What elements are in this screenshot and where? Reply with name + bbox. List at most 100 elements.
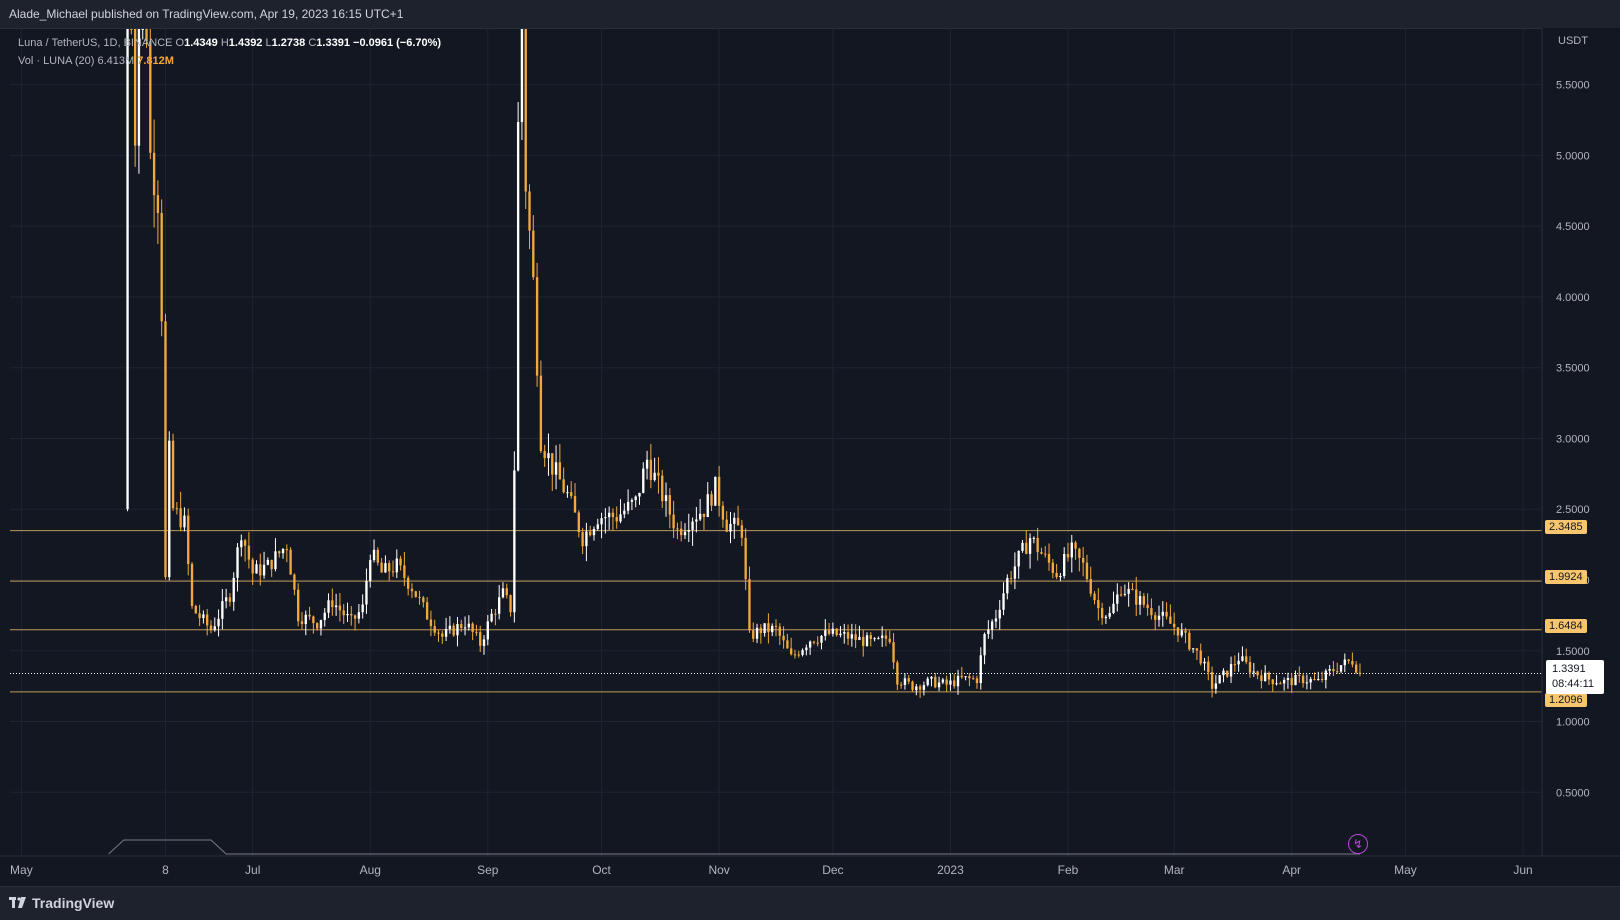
candle-body <box>581 532 584 547</box>
candle-body <box>240 540 243 548</box>
candle-body <box>1210 672 1214 689</box>
candle-body <box>589 531 592 536</box>
candle-body <box>968 676 971 679</box>
candle-body <box>873 638 876 640</box>
candle-body <box>175 508 179 510</box>
candle-body <box>698 513 702 520</box>
candle-body <box>1085 562 1089 580</box>
candle-body <box>744 537 747 580</box>
candle-body <box>987 629 990 635</box>
candle-body <box>1028 538 1032 554</box>
candle-body <box>198 613 201 619</box>
candle-body <box>1021 542 1024 551</box>
candle-body <box>376 549 380 563</box>
candle-body <box>630 500 634 502</box>
candle-body <box>535 277 539 376</box>
candle-body <box>224 597 228 602</box>
candle-body <box>315 623 319 629</box>
candle-body <box>1347 659 1350 662</box>
candle-body <box>975 678 979 684</box>
candle-body <box>854 634 857 641</box>
brand[interactable]: TradingView <box>9 895 114 911</box>
candle-body <box>972 678 975 680</box>
candle-body <box>444 628 448 637</box>
candle-body <box>247 545 251 560</box>
candle-body <box>149 41 152 153</box>
candle-body <box>1328 668 1331 671</box>
x-tick-label: Jul <box>245 863 260 877</box>
candle-body <box>232 577 235 602</box>
candle-body <box>406 577 410 589</box>
candle-body <box>414 591 417 597</box>
candle-body <box>422 597 425 603</box>
y-tick-label: 4.5000 <box>1556 221 1590 233</box>
candle-body <box>733 517 736 524</box>
candle-body <box>623 510 626 515</box>
high-value: 1.4392 <box>228 37 263 49</box>
candle-body <box>551 453 554 475</box>
candle-body <box>797 654 800 656</box>
candle-body <box>877 637 880 639</box>
candle-body <box>513 470 516 613</box>
candle-body <box>941 679 945 683</box>
x-tick-label: Jun <box>1513 863 1532 877</box>
candle-body <box>179 508 182 528</box>
candle-body <box>516 122 520 471</box>
candle-body <box>1176 627 1180 636</box>
volume-label: Vol · LUNA (20) <box>18 55 95 67</box>
candle-body <box>687 530 690 532</box>
candle-body <box>653 472 656 480</box>
candle-body <box>403 565 406 578</box>
footer-bar: TradingView <box>0 886 1620 920</box>
lightning-icon[interactable]: ↯ <box>1348 834 1368 854</box>
candle-body <box>721 505 725 520</box>
candle-body <box>748 579 751 631</box>
candle-body <box>1081 557 1085 563</box>
candle-body <box>1358 672 1362 674</box>
level-tag-3: 1.6484 <box>1545 619 1587 633</box>
candle-body <box>213 626 216 631</box>
high-label: H <box>220 37 229 49</box>
candle-body <box>668 495 671 515</box>
candle-body <box>994 618 998 622</box>
candle-body <box>1157 615 1161 620</box>
candle-body <box>1203 661 1206 664</box>
candle-body <box>1309 679 1312 683</box>
x-tick-label: Mar <box>1164 863 1185 877</box>
close-value: 1.3391 <box>316 37 350 49</box>
candle-body <box>1233 664 1237 666</box>
candle-body <box>907 678 910 682</box>
candle-body <box>509 595 512 613</box>
candle-body <box>160 212 163 322</box>
candle-body <box>1222 670 1225 676</box>
candle-body <box>577 512 580 533</box>
candle-body <box>1282 679 1286 684</box>
candle-body <box>471 623 474 632</box>
tradingview-logo-icon <box>9 897 26 908</box>
candle-body <box>270 559 273 570</box>
candle-body <box>1351 661 1354 665</box>
candle-body <box>767 623 770 633</box>
candle-body <box>255 564 258 574</box>
candle-body <box>289 549 292 575</box>
candle-body <box>998 609 1001 619</box>
published-text: Alade_Michael published on TradingView.c… <box>9 7 404 21</box>
candle-body <box>342 610 345 616</box>
close-label: C <box>308 37 317 49</box>
x-tick-label: 8 <box>162 863 169 877</box>
level-tag-2: 1.9924 <box>1545 570 1587 584</box>
candle-body <box>486 621 489 640</box>
candle-body <box>1336 671 1339 673</box>
candle-body <box>1138 596 1142 605</box>
x-tick-label: May <box>10 863 33 877</box>
candle-body <box>1226 670 1229 677</box>
candle-body <box>1320 678 1324 680</box>
candle-body <box>1127 588 1130 594</box>
candle-body <box>1332 668 1335 672</box>
brand-name: TradingView <box>32 895 115 911</box>
candle-body <box>1279 683 1282 685</box>
candle-body <box>710 494 713 506</box>
candle-body <box>319 620 323 629</box>
candle-body <box>1154 615 1157 620</box>
